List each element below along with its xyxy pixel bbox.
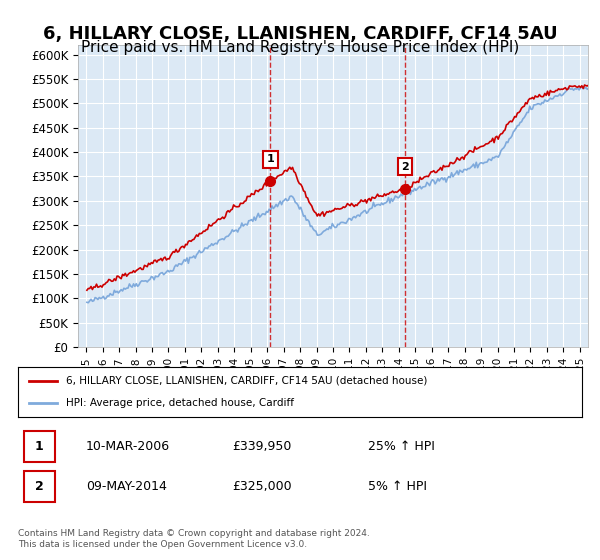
Text: 2: 2 [401,162,409,171]
Text: 2: 2 [35,480,44,493]
Text: Contains HM Land Registry data © Crown copyright and database right 2024.
This d: Contains HM Land Registry data © Crown c… [18,529,370,549]
FancyBboxPatch shape [23,431,55,462]
Text: 5% ↑ HPI: 5% ↑ HPI [368,480,427,493]
FancyBboxPatch shape [23,470,55,502]
Text: HPI: Average price, detached house, Cardiff: HPI: Average price, detached house, Card… [66,398,294,408]
Text: Price paid vs. HM Land Registry's House Price Index (HPI): Price paid vs. HM Land Registry's House … [81,40,519,55]
Text: 6, HILLARY CLOSE, LLANISHEN, CARDIFF, CF14 5AU: 6, HILLARY CLOSE, LLANISHEN, CARDIFF, CF… [43,25,557,43]
Text: 09-MAY-2014: 09-MAY-2014 [86,480,167,493]
Text: 10-MAR-2006: 10-MAR-2006 [86,440,170,452]
Text: 25% ↑ HPI: 25% ↑ HPI [368,440,434,452]
Text: 6, HILLARY CLOSE, LLANISHEN, CARDIFF, CF14 5AU (detached house): 6, HILLARY CLOSE, LLANISHEN, CARDIFF, CF… [66,376,427,386]
Text: 1: 1 [35,440,44,452]
Text: £325,000: £325,000 [232,480,292,493]
Text: £339,950: £339,950 [232,440,292,452]
Text: 1: 1 [266,155,274,164]
